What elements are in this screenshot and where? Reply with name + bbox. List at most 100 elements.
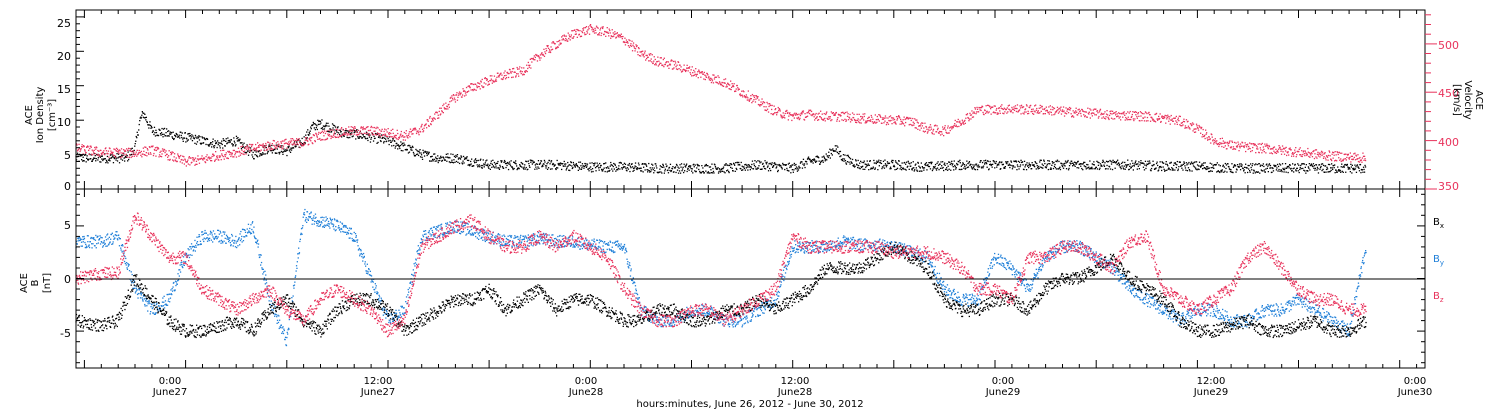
ion-density-point [266,152,268,155]
velocity-point [77,148,80,150]
velocity-point [1284,150,1287,152]
velocity-point [259,150,261,152]
ion-density-point [690,165,692,167]
velocity-point [158,154,161,156]
ion-density-point [1360,172,1362,174]
ion-density-point [638,164,640,166]
velocity-point [210,160,212,162]
velocity-point [1237,141,1239,143]
velocity-point [139,151,141,154]
ion-density-point [837,146,839,148]
ion-density-point [227,140,229,142]
velocity-point [612,32,614,34]
ion-density-point [513,161,515,163]
velocity-point [340,128,342,130]
velocity-point [1093,112,1095,114]
ion-density-point [481,167,483,169]
ion-density-point [936,167,939,169]
ion-density-point [151,131,154,133]
velocity-point [138,152,140,154]
ion-density-point [1170,161,1172,163]
ion-density-point [477,159,479,162]
ion-density-point [1154,168,1157,170]
ion-density-point [967,166,970,168]
velocity-point [284,142,287,144]
velocity-point [210,157,212,159]
ion-density-point [612,165,614,168]
ion-density-point [361,137,363,139]
ion-density-point [494,167,496,169]
velocity-point [458,91,461,93]
velocity-point [570,36,572,38]
ion-density-point [310,126,312,128]
velocity-point [278,143,280,145]
velocity-point [418,128,421,130]
ion-density-point [1094,167,1096,170]
ion-density-point [912,161,914,163]
velocity-point [945,129,947,131]
velocity-point [1247,148,1249,150]
velocity-point [646,54,648,57]
ion-density-point [804,166,806,169]
ion-density-point [806,158,809,160]
velocity-point [629,44,632,47]
ion-density-point [619,168,621,170]
ion-density-point [1008,163,1010,165]
ion-density-point [226,143,228,145]
velocity-point [454,101,457,103]
velocity-point [758,99,760,101]
velocity-point [814,119,816,121]
velocity-point [307,140,309,142]
ion-density-point [453,159,455,161]
ion-density-point [330,131,333,133]
ion-density-point [431,155,433,157]
ion-density-point [365,138,367,140]
ion-density-point [622,166,625,169]
ion-density-point [586,163,589,165]
velocity-point [298,138,300,140]
ion-density-point [355,138,357,140]
ion-density-point [220,142,222,145]
ion-density-point [242,146,245,148]
ion-density-point [537,160,540,162]
velocity-point [476,85,478,87]
velocity-point [1083,111,1085,113]
ion-density-point [1251,165,1253,167]
ion-density-point [927,165,930,168]
velocity-point [1260,149,1262,151]
velocity-point [636,51,639,53]
velocity-point [818,112,820,114]
velocity-point [978,107,981,109]
velocity-point [242,151,245,153]
ion-density-point [1199,165,1201,167]
velocity-point [1178,120,1180,122]
ion-density-point [372,140,375,142]
ion-density-point [489,168,491,170]
ion-density-point [230,139,232,141]
ion-density-point [383,140,385,143]
velocity-point [695,75,697,77]
velocity-point [1134,118,1136,120]
ion-density-point [920,170,922,172]
velocity-point [726,84,728,86]
velocity-point [359,132,361,134]
velocity-point [454,99,456,101]
ion-density-point [684,170,686,172]
velocity-point [1195,128,1197,130]
velocity-point [467,85,469,88]
velocity-point [839,114,841,116]
velocity-point [160,156,163,158]
ion-density-point [396,144,398,146]
velocity-point [348,126,350,128]
velocity-point [607,31,609,33]
velocity-point [1006,112,1008,114]
velocity-point [987,104,989,106]
ion-density-point [663,172,665,174]
velocity-point [264,146,266,148]
ion-density-point [358,137,360,139]
ion-density-point [526,160,528,163]
velocity-point [216,156,218,158]
ion-density-point [136,131,138,133]
velocity-point [183,163,185,165]
velocity-point [666,61,668,63]
